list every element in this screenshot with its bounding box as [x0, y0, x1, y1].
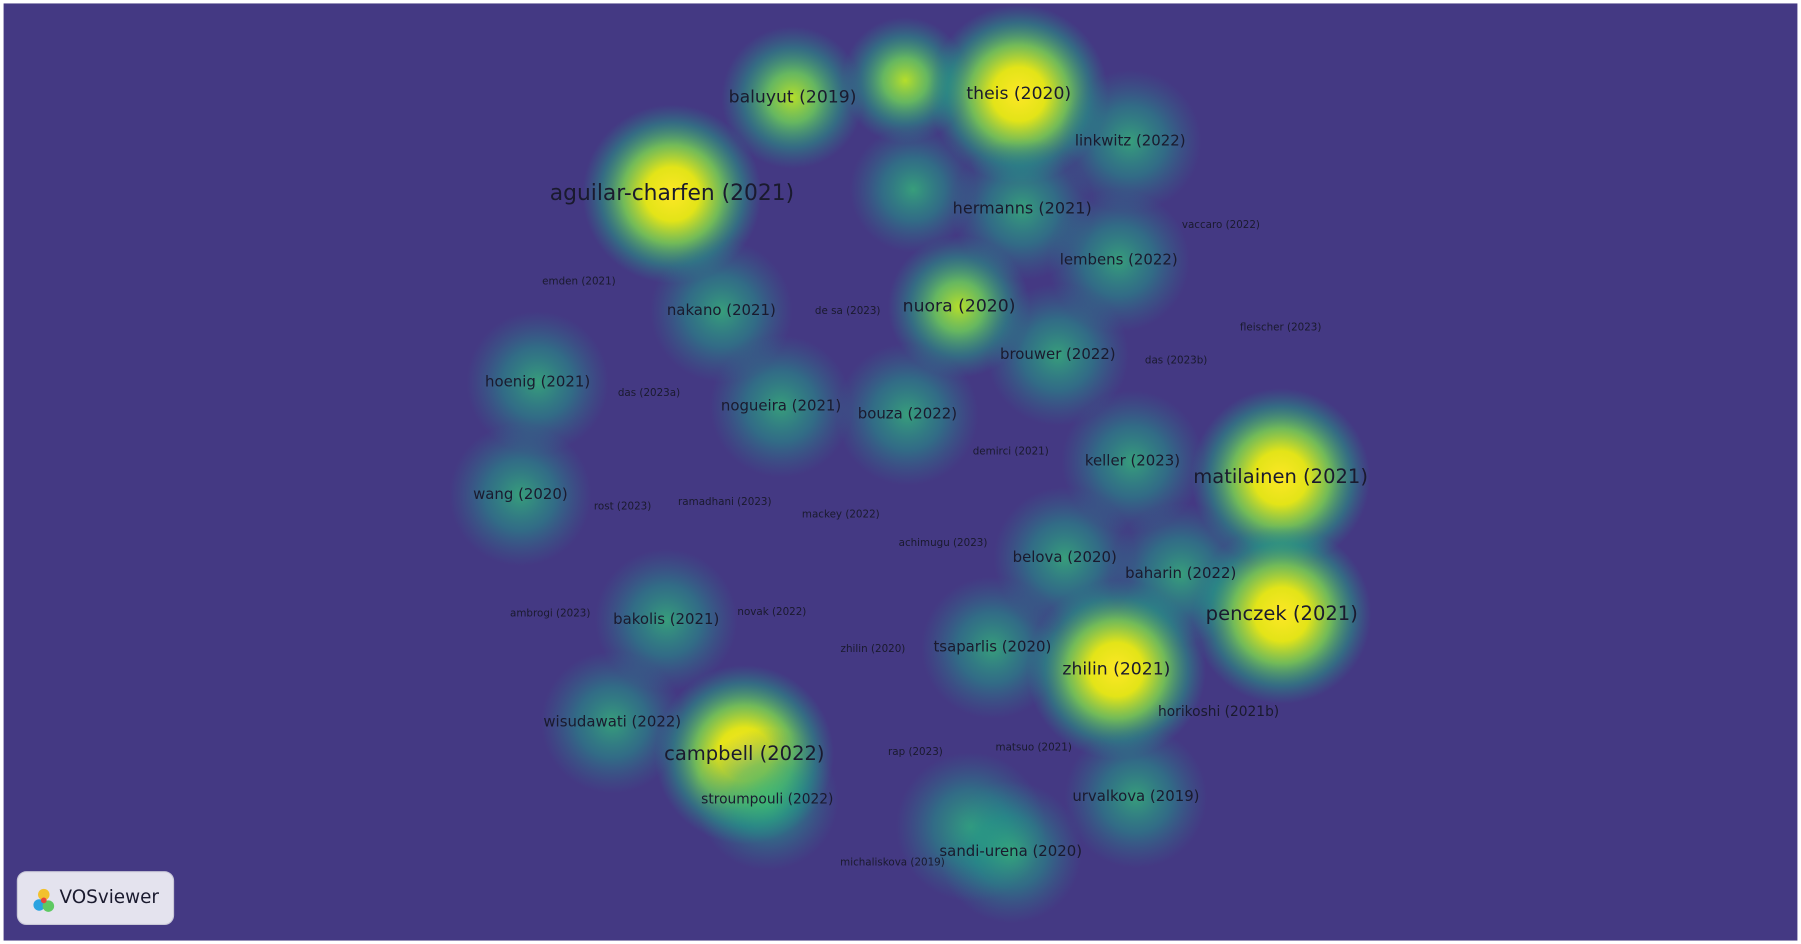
node-label: das (2023a)	[618, 387, 680, 399]
node-label: demirci (2021)	[973, 445, 1049, 457]
density-layer	[449, 4, 1372, 924]
logo-text: VOSviewer	[60, 887, 160, 908]
node-label: baharin (2022)	[1125, 564, 1236, 582]
density-blob	[721, 26, 864, 169]
node-label: ramadhani (2023)	[678, 496, 771, 508]
density-blob	[1064, 725, 1208, 869]
node-label: tsaparlis (2020)	[933, 638, 1051, 656]
node-label: zhilin (2021)	[1062, 660, 1170, 680]
node-label: emden (2021)	[542, 275, 616, 287]
node-label: das (2023b)	[1145, 355, 1207, 367]
node-label: hermanns (2021)	[953, 199, 1092, 218]
density-blob	[986, 283, 1130, 427]
node-label: novak (2022)	[737, 606, 806, 618]
node-label: bakolis (2021)	[613, 610, 719, 628]
node-label: achimugu (2023)	[899, 537, 988, 549]
density-blob	[466, 311, 609, 454]
node-label: wang (2020)	[473, 485, 568, 503]
logo-icon	[38, 888, 50, 901]
node-label: rost (2023)	[594, 500, 651, 512]
logo: VOSviewer	[16, 871, 175, 926]
node-label: brouwer (2022)	[1000, 345, 1116, 363]
density-blob	[709, 335, 853, 478]
node-label: ambrogi (2023)	[510, 607, 590, 619]
node-label: matsuo (2021)	[996, 742, 1072, 754]
node-label: bouza (2022)	[858, 405, 957, 423]
density-blob	[696, 728, 839, 871]
density-blob	[1026, 579, 1206, 760]
density-blob	[1058, 70, 1202, 213]
density-blob	[836, 343, 979, 486]
node-label: rap (2023)	[888, 746, 943, 758]
density-blob	[582, 104, 762, 284]
node-label: nogueira (2021)	[721, 397, 841, 415]
node-label: hoenig (2021)	[485, 372, 590, 390]
node-label: lembens (2022)	[1060, 251, 1178, 269]
node-label: mackey (2022)	[802, 508, 880, 520]
node-label: matilainen (2021)	[1193, 465, 1368, 488]
node-label: fleischer (2023)	[1240, 321, 1322, 333]
node-label: theis (2020)	[966, 84, 1071, 104]
label-layer: baluyut (2019) theis (2020) linkwitz (2022…	[473, 84, 1368, 868]
node-label: aguilar-charfen (2021)	[550, 181, 794, 206]
node-label: baluyut (2019)	[729, 88, 857, 108]
logo-icon	[40, 897, 47, 904]
node-label: belova (2020)	[1013, 548, 1117, 566]
node-label: michaliskova (2019)	[840, 856, 945, 868]
node-label: urvalkova (2019)	[1072, 787, 1199, 805]
node-label: penczek (2021)	[1206, 602, 1358, 625]
node-label: stroumpouli (2022)	[701, 791, 833, 807]
density-blob	[1191, 388, 1371, 568]
logo-icon	[42, 900, 55, 912]
density-blob	[1192, 524, 1372, 704]
node-label: de sa (2023)	[815, 305, 881, 317]
node-label: linkwitz (2022)	[1075, 131, 1186, 149]
node-label: vaccaro (2022)	[1182, 219, 1260, 231]
node-label: horikoshi (2021b)	[1158, 704, 1279, 720]
node-label: wisudawati (2022)	[543, 712, 681, 730]
node-label: nakano (2021)	[667, 301, 776, 319]
node-label: nuora (2020)	[903, 297, 1016, 317]
node-label: campbell (2022)	[664, 742, 824, 765]
node-label: keller (2023)	[1085, 452, 1180, 470]
density-blob	[541, 651, 684, 794]
density-blob	[939, 780, 1082, 924]
node-label: sandi-urena (2020)	[939, 842, 1082, 860]
density-blob	[449, 423, 592, 567]
logo-box	[16, 871, 175, 926]
density-blob	[849, 126, 977, 253]
node-label: zhilin (2020)	[841, 643, 906, 655]
